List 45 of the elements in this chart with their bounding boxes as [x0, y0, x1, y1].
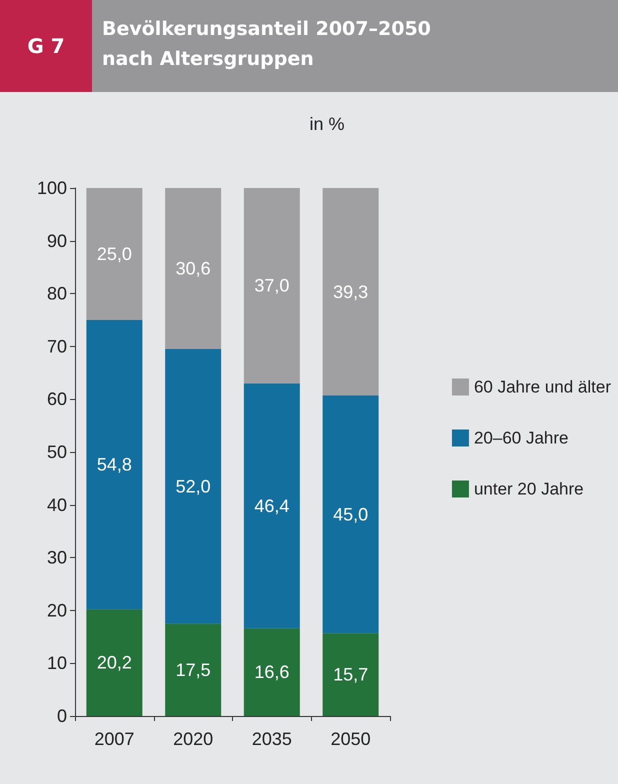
bar — [165, 188, 222, 350]
data-label: 39,3 — [333, 282, 368, 302]
legend-label: 60 Jahre und älter — [474, 378, 612, 396]
legend-label: unter 20 Jahre — [474, 480, 584, 498]
bar — [244, 188, 300, 384]
bar — [322, 396, 379, 634]
x-tick-label: 2035 — [252, 729, 292, 749]
data-label: 16,6 — [254, 662, 290, 682]
data-label: 54,8 — [96, 454, 132, 475]
data-label: 46,4 — [254, 496, 290, 516]
data-label: 37,0 — [254, 276, 290, 296]
data-label: 52,0 — [176, 476, 211, 496]
text: G 7 — [0, 0, 92, 92]
bar — [244, 383, 300, 628]
bar — [322, 188, 379, 396]
data-label: 17,5 — [176, 660, 211, 680]
y-tick-label: 60 — [46, 389, 67, 410]
data-label: 25,0 — [96, 244, 132, 264]
chart-title: Bevölkerungsanteil 2007–2050 nach Altersgruppen — [102, 17, 431, 72]
bar — [244, 628, 300, 716]
y-tick-label: 20 — [46, 600, 67, 620]
data-label: 20,2 — [96, 652, 132, 673]
data-label: 15,7 — [333, 664, 368, 685]
bar — [86, 320, 142, 610]
data-label: 30,6 — [176, 258, 211, 279]
legend-label: 20–60 Jahre — [474, 428, 568, 448]
bar — [86, 188, 142, 320]
y-tick-label: 90 — [46, 230, 67, 251]
bar — [322, 633, 379, 716]
x-tick-label: 2020 — [173, 729, 214, 749]
y-tick-label: 40 — [46, 494, 67, 515]
x-tick-label: 2007 — [94, 729, 134, 749]
y-tick-label: 30 — [46, 548, 67, 568]
data-label: 45,0 — [333, 504, 368, 524]
bar — [165, 349, 222, 624]
y-tick-label: 80 — [46, 284, 67, 304]
chart-subtitle: in % — [309, 114, 345, 134]
y-tick-label: 100 — [36, 178, 67, 198]
y-tick-label: 10 — [46, 653, 67, 674]
x-tick-label: 2050 — [330, 729, 371, 749]
bar — [86, 609, 142, 716]
y-tick-label: 70 — [46, 336, 67, 356]
bar — [165, 624, 222, 716]
y-tick-label: 50 — [46, 442, 67, 462]
y-tick-label: 0 — [56, 706, 67, 726]
